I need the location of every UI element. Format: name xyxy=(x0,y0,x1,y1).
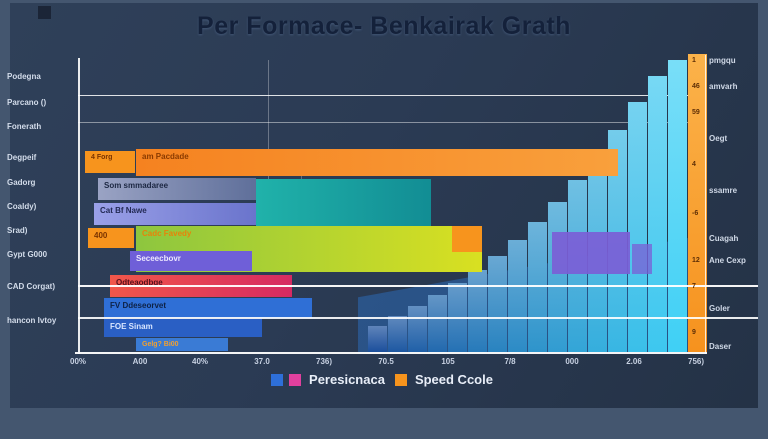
h-bar: FOE Sinam xyxy=(104,319,262,337)
h-bar: 400 xyxy=(88,228,134,248)
h-bar: am Pacdade xyxy=(136,149,618,176)
legend-swatch xyxy=(394,373,407,386)
right-bar-number: -6 xyxy=(692,210,699,217)
v-bar-orange xyxy=(688,54,707,352)
h-bar: Seceecbovr xyxy=(130,251,252,271)
h-bar-label: FV Ddeseorvet xyxy=(110,301,167,310)
x-tick-label: 70.5 xyxy=(378,357,394,366)
v-bar xyxy=(488,256,507,352)
gridline xyxy=(75,352,707,354)
y-axis-label: Coaldy) xyxy=(7,202,37,211)
h-bar-label: am Pacdade xyxy=(142,152,189,161)
axis-line xyxy=(268,60,269,230)
y-axis-label: Gypt G000 xyxy=(7,250,48,259)
y-axis-label: Srad) xyxy=(7,226,28,235)
h-bar-label: Cadc Favedy xyxy=(142,229,192,238)
y-axis-label: Fonerath xyxy=(7,122,42,131)
x-tick-label: A00 xyxy=(132,357,148,366)
gridline xyxy=(78,285,758,287)
v-bar xyxy=(368,326,387,352)
right-bar-number: 46 xyxy=(692,83,700,90)
h-bar-label: Gelg? Bi00 xyxy=(142,341,179,348)
v-bar xyxy=(468,270,487,352)
h-bar-label: 400 xyxy=(94,231,108,240)
h-bar-label: Som smmadaree xyxy=(104,181,169,190)
x-tick-label: 7/8 xyxy=(504,357,516,366)
x-tick-label: 105 xyxy=(441,357,455,366)
v-bar xyxy=(548,202,567,352)
h-bar-label: FOE Sinam xyxy=(110,322,153,331)
gridline xyxy=(78,317,758,319)
x-tick-label: 37.0 xyxy=(254,357,270,366)
right-label: Cuagah xyxy=(709,234,739,243)
v-bar xyxy=(408,306,427,352)
h-bar-label: Cat Bf Nawe xyxy=(100,206,147,215)
legend: Peresicnaca Speed Ccole xyxy=(0,372,768,387)
right-label: pmgqu xyxy=(709,56,736,65)
y-axis-label: Gadorg xyxy=(7,178,36,187)
right-label: Goler xyxy=(709,304,730,313)
x-tick-label: 000 xyxy=(565,357,579,366)
y-axis-label: Degpeif xyxy=(7,153,37,162)
x-tick-label: 756) xyxy=(687,357,705,366)
right-label: Daser xyxy=(709,342,732,351)
legend-label: Speed Ccole xyxy=(414,372,493,387)
right-label: amvarh xyxy=(709,82,738,91)
h-bar xyxy=(256,179,431,229)
y-axis-label: hancon Ivtoy xyxy=(7,316,57,325)
legend-swatch xyxy=(289,373,302,386)
corner-mark xyxy=(38,6,51,19)
right-label: Oegt xyxy=(709,134,728,143)
right-label: Ane Cexp xyxy=(709,256,746,265)
h-bar-label: Seceecbovr xyxy=(136,254,181,263)
right-bar-number: 12 xyxy=(692,257,700,264)
x-tick-label: 2.06 xyxy=(626,357,642,366)
x-tick-label: 736) xyxy=(315,357,333,366)
y-axis-label: Podegna xyxy=(7,72,41,81)
x-tick-label: 40% xyxy=(191,357,209,366)
gridline xyxy=(78,95,690,96)
h-bar-label: 4 Forg xyxy=(91,154,113,161)
h-bar: Cat Bf Nawe xyxy=(94,203,256,225)
v-bar xyxy=(388,316,407,352)
right-bar-number: 4 xyxy=(692,161,696,168)
legend-label: Peresicnaca xyxy=(309,372,385,387)
h-bar: 4 Forg xyxy=(85,151,135,173)
h-bar: FV Ddeseorvet xyxy=(104,298,312,318)
y-axis-label: Parcano () xyxy=(7,98,47,107)
h-bar xyxy=(632,244,652,274)
h-bar: Som smmadaree xyxy=(98,178,256,200)
h-bar xyxy=(552,232,630,274)
v-bar xyxy=(508,240,527,352)
right-bar-number: 9 xyxy=(692,329,696,336)
axis-line xyxy=(705,55,706,354)
h-bar: Gelg? Bi00 xyxy=(136,338,228,351)
v-bar xyxy=(648,76,667,352)
h-bar-label: Odteaodbge xyxy=(116,278,163,287)
chart-title: Per Formace- Benkairak Grath xyxy=(197,12,571,40)
v-bar xyxy=(528,222,547,352)
axis-line xyxy=(78,58,80,354)
right-bar-number: 7 xyxy=(692,283,696,290)
right-label: ssamre xyxy=(709,186,738,195)
x-tick-label: 00% xyxy=(69,357,87,366)
v-bar xyxy=(668,60,687,352)
right-bar-number: 1 xyxy=(692,57,696,64)
y-axis-label: CAD Corgat) xyxy=(7,282,55,291)
v-bar xyxy=(628,102,647,352)
legend-swatch xyxy=(271,373,284,386)
gridline xyxy=(78,122,690,123)
h-bar xyxy=(452,226,482,252)
v-bar xyxy=(428,295,447,352)
right-bar-number: 59 xyxy=(692,109,700,116)
